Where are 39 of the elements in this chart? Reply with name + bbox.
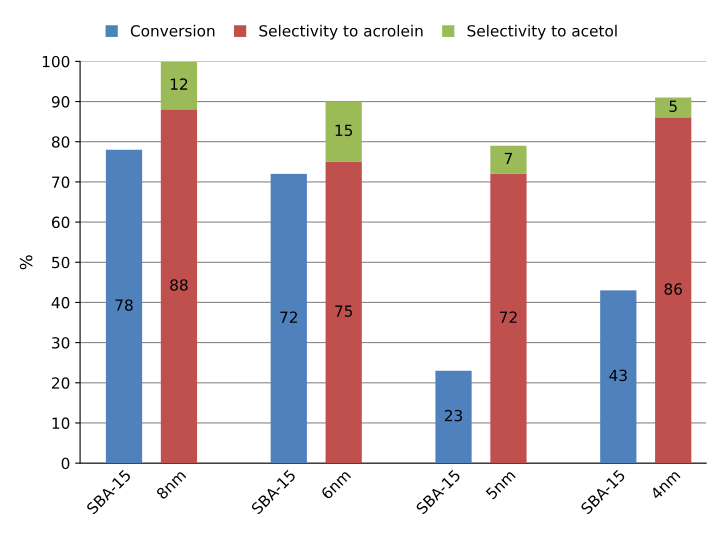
y-tick-label: 90 xyxy=(52,96,70,108)
bar xyxy=(160,61,198,110)
legend-label: Selectivity to acetol xyxy=(468,24,617,40)
data-label: 23 xyxy=(444,410,462,422)
y-tick-label: 30 xyxy=(52,337,70,349)
data-label: 88 xyxy=(170,279,188,291)
data-label: 12 xyxy=(170,78,188,90)
bar xyxy=(655,118,692,464)
data-label: 5 xyxy=(670,100,677,112)
data-label: 75 xyxy=(335,306,352,317)
data-label: 78 xyxy=(116,299,133,311)
data-label: 72 xyxy=(500,311,517,323)
legend-label: Selectivity to acrolein xyxy=(259,24,423,40)
bar xyxy=(326,102,362,162)
bar xyxy=(490,146,527,174)
legend-label: Conversion xyxy=(130,24,214,37)
bar xyxy=(600,290,636,464)
bar xyxy=(270,174,307,464)
bar xyxy=(106,150,142,464)
y-tick-label: 0 xyxy=(62,458,70,470)
bar xyxy=(435,370,472,464)
y-tick-label: 60 xyxy=(52,216,70,228)
data-label: 72 xyxy=(280,311,297,323)
y-tick-label: 10 xyxy=(52,417,70,429)
y-tick-label: 40 xyxy=(52,296,70,308)
data-label: 7 xyxy=(504,152,512,164)
data-label: 86 xyxy=(664,283,682,295)
y-tick-label: 80 xyxy=(52,136,70,148)
data-label: 15 xyxy=(336,124,352,136)
y-tick-label: 100 xyxy=(42,56,70,68)
bar xyxy=(490,174,527,464)
y-tick-label: 20 xyxy=(52,377,70,389)
bar xyxy=(326,162,362,464)
bar xyxy=(160,110,198,464)
y-tick-label: 50 xyxy=(52,256,70,268)
data-label: 43 xyxy=(609,370,627,382)
y-tick-label: 70 xyxy=(52,176,70,188)
bar xyxy=(655,98,692,118)
y-axis-title: % xyxy=(20,255,32,270)
